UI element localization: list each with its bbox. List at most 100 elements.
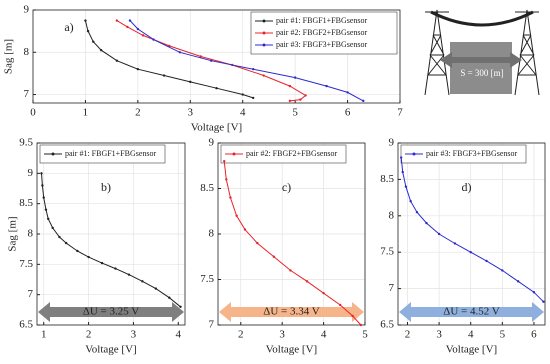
point-marker bbox=[288, 99, 292, 103]
point-marker bbox=[64, 241, 68, 245]
x-tick-label: 6 bbox=[531, 329, 537, 341]
point-marker bbox=[288, 84, 292, 88]
point-marker bbox=[399, 156, 403, 159]
x-tick-label: 3 bbox=[188, 107, 194, 119]
x-tick-label: 3 bbox=[131, 329, 137, 341]
legend-label: pair #1: FBGF1+FBGsensor bbox=[276, 16, 368, 25]
point-marker bbox=[235, 214, 238, 217]
x-tick-label: 4 bbox=[468, 329, 474, 341]
point-marker bbox=[289, 269, 292, 272]
y-tick-label: 9 bbox=[209, 137, 215, 149]
y-tick-label: 6.5 bbox=[380, 319, 394, 331]
legend-label: pair #2: FBGF2+FBGsensor bbox=[276, 28, 368, 37]
point-marker bbox=[351, 314, 354, 318]
point-marker bbox=[47, 217, 50, 221]
y-tick-label: 7.5 bbox=[380, 246, 394, 258]
tower-diagram bbox=[424, 9, 540, 96]
y-axis-label: Sag [m] bbox=[7, 216, 19, 251]
point-marker bbox=[44, 208, 48, 211]
point-marker bbox=[425, 221, 428, 225]
conductor bbox=[430, 10, 534, 27]
point-marker bbox=[225, 178, 228, 181]
y-tick-label: 8 bbox=[28, 228, 34, 240]
legend-marker bbox=[262, 43, 266, 47]
x-tick-label: 2 bbox=[135, 107, 141, 119]
point-marker bbox=[229, 196, 232, 199]
point-marker bbox=[346, 91, 349, 94]
legend-box bbox=[39, 144, 166, 164]
y-tick-label: 9 bbox=[389, 137, 395, 149]
point-marker bbox=[99, 48, 103, 52]
point-marker bbox=[84, 19, 87, 22]
point-marker bbox=[304, 94, 307, 97]
point-marker bbox=[401, 170, 404, 174]
point-marker bbox=[210, 59, 213, 62]
point-marker bbox=[87, 255, 90, 259]
point-marker bbox=[215, 87, 218, 90]
legend-label: pair #1: FBGF1+FBGsensor bbox=[65, 149, 157, 158]
point-marker bbox=[532, 291, 536, 294]
point-marker bbox=[154, 287, 158, 290]
point-marker bbox=[40, 172, 43, 175]
tower-right bbox=[514, 9, 540, 96]
point-marker bbox=[437, 232, 441, 236]
point-marker bbox=[168, 296, 171, 299]
plot-frame bbox=[217, 142, 366, 326]
point-marker bbox=[86, 29, 90, 33]
series-line bbox=[400, 157, 544, 303]
x-tick-label: 6 bbox=[345, 107, 351, 119]
point-marker bbox=[415, 210, 419, 214]
point-marker bbox=[58, 235, 61, 239]
x-tick-label: 4 bbox=[321, 329, 327, 341]
point-marker bbox=[127, 273, 131, 276]
y-tick-label: 9.5 bbox=[19, 137, 33, 149]
point-marker bbox=[41, 184, 44, 187]
plot-frame bbox=[36, 142, 186, 326]
x-tick-label: 3 bbox=[279, 329, 285, 341]
legend-label: pair #3: FBGF3+FBGsensor bbox=[276, 40, 368, 49]
legend-label: pair #3: FBGF3+FBGsensor bbox=[426, 149, 518, 158]
legend-box bbox=[400, 144, 527, 164]
span-label: S = 300 [m] bbox=[460, 68, 503, 78]
legend-marker bbox=[262, 19, 266, 23]
panel-label: c) bbox=[282, 180, 291, 194]
delta-label: ΔU = 3.34 V bbox=[263, 306, 320, 318]
point-marker bbox=[92, 40, 95, 43]
point-marker bbox=[359, 323, 363, 327]
point-marker bbox=[325, 84, 328, 88]
point-marker bbox=[256, 241, 259, 245]
y-tick-label: 7 bbox=[209, 319, 215, 331]
legend-marker bbox=[262, 31, 266, 35]
y-tick-label: 8 bbox=[24, 46, 30, 58]
x-tick-label: 5 bbox=[292, 107, 298, 119]
y-tick-label: 7 bbox=[28, 288, 34, 300]
y-tick-label: 7 bbox=[389, 282, 395, 294]
point-marker bbox=[141, 34, 145, 37]
x-axis-label: Voltage [V] bbox=[266, 344, 317, 356]
x-tick-label: 4 bbox=[176, 329, 182, 341]
plot-frame bbox=[397, 142, 546, 326]
y-tick-label: 8.5 bbox=[380, 173, 394, 185]
point-marker bbox=[338, 303, 342, 307]
y-tick-label: 6.5 bbox=[19, 319, 33, 331]
point-marker bbox=[272, 255, 276, 258]
delta-label: ΔU = 3.25 V bbox=[83, 306, 140, 318]
point-marker bbox=[152, 38, 155, 41]
panel-label: d) bbox=[462, 180, 472, 194]
legend-marker bbox=[232, 152, 236, 156]
x-tick-label: 3 bbox=[436, 329, 442, 341]
y-tick-label: 8.5 bbox=[200, 182, 214, 194]
x-tick-label: 1 bbox=[41, 329, 47, 341]
point-marker bbox=[469, 251, 472, 254]
delta-label: ΔU = 4.52 V bbox=[443, 306, 500, 318]
plot-frame bbox=[32, 9, 401, 104]
point-marker bbox=[223, 160, 226, 163]
tower-left bbox=[424, 9, 450, 96]
x-tick-label: 0 bbox=[30, 107, 36, 119]
x-tick-label: 1 bbox=[83, 107, 89, 119]
point-marker bbox=[243, 228, 247, 231]
legend-marker bbox=[51, 152, 55, 156]
x-tick-label: 5 bbox=[500, 329, 506, 341]
point-marker bbox=[114, 267, 117, 270]
